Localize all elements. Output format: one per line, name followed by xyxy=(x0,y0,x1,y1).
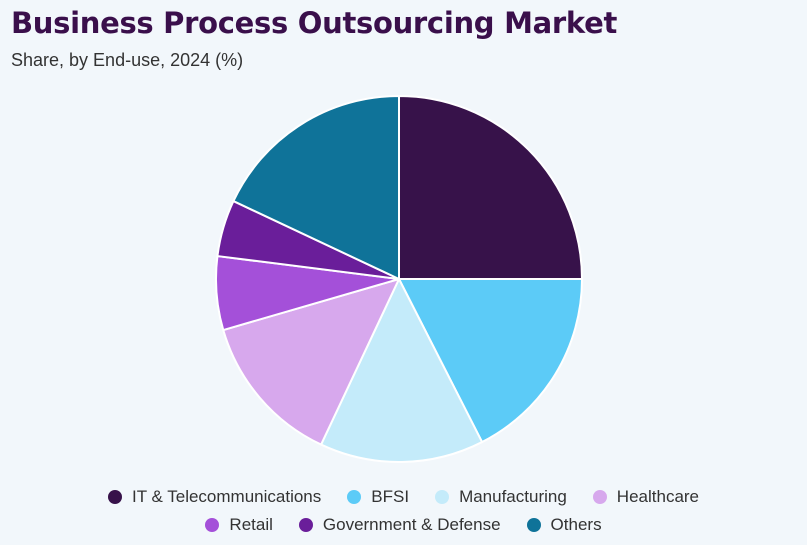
legend-item-others: Others xyxy=(526,515,602,535)
legend-row-2: Retail Government & Defense Others xyxy=(0,515,807,535)
legend-marker xyxy=(298,518,313,532)
pie-slice-manufacturing xyxy=(320,278,484,463)
legend-item-it-telecommunications: IT & Telecommunications xyxy=(107,487,322,507)
legend-marker xyxy=(435,490,450,504)
pie-slice-bfsi xyxy=(398,278,583,444)
legend-label: IT & Telecommunications xyxy=(131,487,322,506)
pie-slice-others xyxy=(232,95,400,280)
chart-title: Business Process Outsourcing Market xyxy=(11,6,618,40)
legend-label: Others xyxy=(550,515,602,534)
legend-label: Government & Defense xyxy=(322,515,501,534)
legend-item-retail: Retail xyxy=(205,515,273,535)
legend-marker xyxy=(347,490,362,504)
legend-label: BFSI xyxy=(371,487,410,506)
legend-item-bfsi: BFSI xyxy=(347,487,409,507)
legend-label: Retail xyxy=(229,515,273,534)
legend-marker xyxy=(205,518,220,532)
legend-item-manufacturing: Manufacturing xyxy=(435,487,567,507)
pie-slice-healthcare xyxy=(222,278,400,446)
legend-row-1: IT & Telecommunications BFSI Manufacturing… xyxy=(0,487,807,507)
legend-marker xyxy=(107,490,122,504)
legend-marker xyxy=(592,490,607,504)
chart-subtitle: Share, by End-use, 2024 (%) xyxy=(11,50,244,70)
legend-label: Healthcare xyxy=(616,487,700,506)
pie-chart xyxy=(215,95,583,463)
legend-marker xyxy=(526,518,541,532)
legend-item-government-defense: Government & Defense xyxy=(298,515,501,535)
pie-slice-it-telecommunications xyxy=(398,95,583,280)
legend-item-healthcare: Healthcare xyxy=(592,487,700,507)
legend-label: Manufacturing xyxy=(459,487,567,506)
